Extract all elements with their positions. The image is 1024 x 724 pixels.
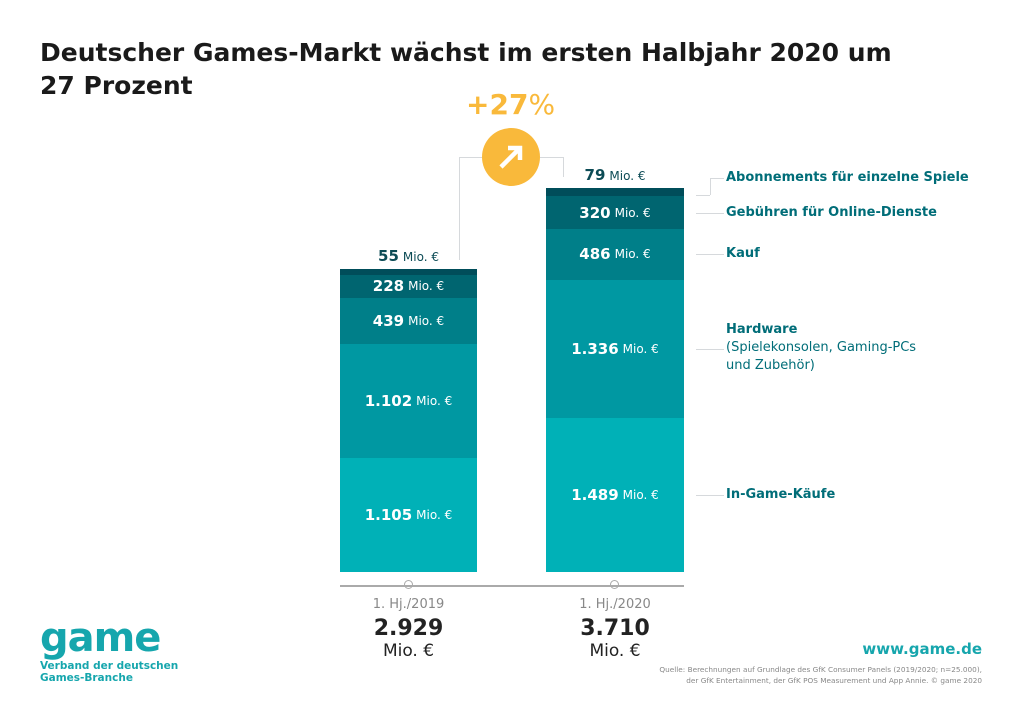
- legend-label: Kauf: [726, 246, 760, 262]
- segment-unit: Mio. €: [408, 313, 445, 328]
- legend-connector: [710, 178, 711, 196]
- legend-item-1: Hardware (Spielekonsolen, Gaming-PCs und …: [726, 321, 926, 375]
- bar-segment: 439 Mio. €: [340, 298, 477, 344]
- category-total: 2.929: [373, 616, 444, 641]
- legend-item-0: In-Game-Käufe: [726, 486, 835, 504]
- segment-value: 1.336: [571, 339, 619, 358]
- bar-top-label: 79 Mio. €: [545, 166, 685, 184]
- logo-word: game: [40, 615, 161, 661]
- website-link[interactable]: www.game.de: [862, 640, 982, 658]
- connector-line: [540, 157, 563, 158]
- segment-value: 320: [579, 203, 611, 222]
- source-note: Quelle: Berechnungen auf Grundlage des G…: [659, 664, 982, 686]
- source-line: der GfK Entertainment, der GfK POS Measu…: [686, 676, 982, 685]
- legend-label: Hardware: [726, 321, 798, 337]
- category-0: 1. Hj./2019 2.929 Mio. €: [329, 597, 489, 661]
- segment-value: 1.105: [364, 505, 413, 524]
- bar-top-label: 55 Mio. €: [339, 247, 479, 265]
- legend-item-4: Abonnements für einzelne Spiele: [726, 169, 969, 187]
- segment-value: 55: [378, 246, 399, 265]
- bar-segment: 486 Mio. €: [546, 229, 684, 280]
- growth-value: +27: [466, 88, 529, 121]
- segment-unit: Mio. €: [614, 247, 651, 262]
- growth-indicator: +27%: [466, 88, 555, 121]
- axis-tick: [403, 580, 413, 589]
- category-1: 1. Hj./2020 3.710 Mio. €: [535, 597, 695, 661]
- segment-unit: Mio. €: [614, 205, 651, 220]
- bar-segment: 1.102 Mio. €: [340, 343, 477, 458]
- category-label: 1. Hj./2020: [579, 597, 651, 612]
- arrow-up-right-icon: [482, 128, 540, 186]
- legend-connector: [696, 348, 724, 350]
- segment-unit: Mio. €: [416, 393, 453, 408]
- bar-segment: 320 Mio. €: [546, 196, 684, 230]
- bar-segment: [340, 268, 477, 275]
- legend-label: In-Game-Käufe: [726, 486, 836, 502]
- growth-unit: %: [528, 88, 556, 121]
- bar-segment: 228 Mio. €: [340, 274, 477, 299]
- total-unit: Mio. €: [589, 641, 641, 661]
- segment-value: 1.102: [364, 391, 413, 410]
- segment-value: 486: [579, 245, 611, 264]
- source-line: Quelle: Berechnungen auf Grundlage des G…: [659, 665, 982, 674]
- bar-segment: 1.336 Mio. €: [546, 279, 684, 418]
- segment-unit: Mio. €: [622, 487, 659, 502]
- logo-line1: Verband der deutschen: [40, 660, 179, 672]
- axis-tick: [610, 580, 619, 589]
- legend-label: Abonnements für einzelne Spiele: [726, 170, 969, 186]
- page-title: Deutscher Games-Markt wächst im ersten H…: [40, 38, 892, 100]
- category-label: 1. Hj./2019: [372, 597, 445, 612]
- total-unit: Mio. €: [382, 641, 435, 661]
- segment-value: 79: [584, 166, 606, 184]
- x-axis: [340, 585, 684, 587]
- legend-connector: [696, 254, 724, 256]
- legend-connector: [696, 212, 724, 214]
- segment-unit: Mio. €: [622, 341, 659, 356]
- legend-label: Gebühren für Online-Dienste: [726, 204, 937, 220]
- logo-line2: Games-Branche: [40, 672, 133, 684]
- bar-segment: 1.489 Mio. €: [546, 417, 684, 572]
- legend-item-3: Gebühren für Online-Dienste: [726, 204, 937, 222]
- segment-unit: Mio. €: [416, 507, 453, 522]
- bar-segment: [546, 188, 684, 197]
- segment-unit: Mio. €: [609, 169, 646, 183]
- connector-line: [459, 157, 460, 260]
- segment-value: 228: [372, 277, 405, 296]
- category-total: 3.710: [580, 616, 650, 641]
- segment-value: 1.489: [571, 485, 619, 504]
- legend-connector: [696, 494, 724, 496]
- connector-line: [563, 157, 564, 177]
- legend-item-2: Kauf: [726, 245, 760, 263]
- legend-connector: [710, 178, 724, 180]
- segment-value: 439: [372, 311, 405, 330]
- segment-unit: Mio. €: [408, 279, 445, 294]
- legend-connector: [696, 195, 710, 197]
- segment-unit: Mio. €: [402, 249, 439, 264]
- logo: game Verband der deutschen Games-Branche: [40, 618, 178, 684]
- connector-line: [459, 157, 482, 158]
- bar-segment: 1.105 Mio. €: [340, 457, 477, 572]
- legend-sublabel: (Spielekonsolen, Gaming-PCs und Zubehör): [726, 339, 917, 373]
